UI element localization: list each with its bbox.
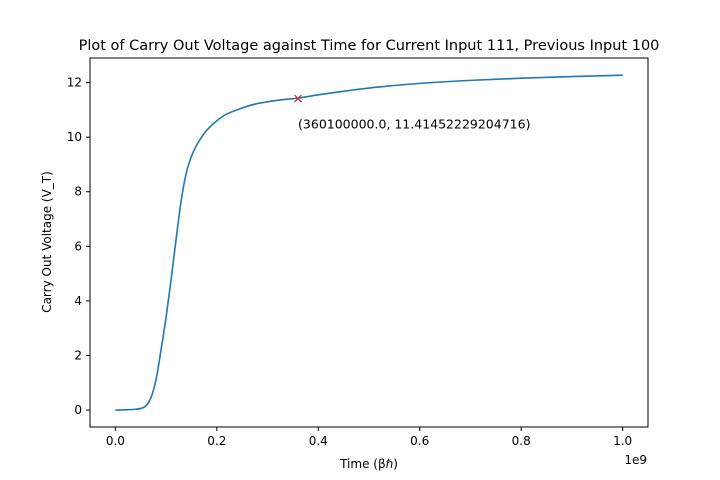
y-tick-label: 8 xyxy=(74,185,82,199)
y-tick-label: 6 xyxy=(74,239,82,253)
x-tick-label: 0.8 xyxy=(512,434,531,448)
y-tick-label: 10 xyxy=(67,130,82,144)
x-axis-offset-label: 1e9 xyxy=(624,453,647,467)
x-axis-label: Time (βℏ) xyxy=(339,457,398,471)
highlight-point-marker xyxy=(294,94,302,103)
y-tick-label: 12 xyxy=(67,76,82,90)
x-tick-label: 0.2 xyxy=(207,434,226,448)
chart-title: Plot of Carry Out Voltage against Time f… xyxy=(79,38,660,54)
plot-area-frame xyxy=(89,57,649,428)
x-tick-label: 0.0 xyxy=(106,434,125,448)
x-tick-label: 0.6 xyxy=(410,434,429,448)
carry-out-voltage-line xyxy=(115,74,623,411)
y-axis-label: Carry Out Voltage (V_T) xyxy=(40,171,54,313)
highlight-point-annotation: (360100000.0, 11.41452229204716) xyxy=(298,117,530,132)
x-tick-label: 0.4 xyxy=(309,434,328,448)
y-tick-label: 2 xyxy=(74,348,82,362)
y-tick-label: 0 xyxy=(74,403,82,417)
y-tick-label: 4 xyxy=(74,294,82,308)
x-tick-label: 1.0 xyxy=(613,434,632,448)
y-axis-ticks: 0 2 4 6 8 10 12 xyxy=(67,76,90,417)
x-axis-ticks: 0.0 0.2 0.4 0.6 0.8 1.0 xyxy=(106,427,632,448)
